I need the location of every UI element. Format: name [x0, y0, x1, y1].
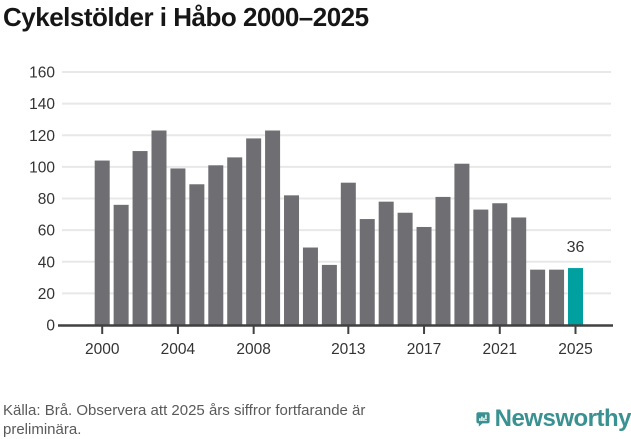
bar-2006	[208, 165, 224, 326]
x-tick-label-2004: 2004	[161, 341, 196, 358]
bar-chart: 2000 2004 2008 2013 2017 2021 2025 0 20 40 60 80 100…	[29, 65, 613, 358]
chart-title: Cykelstölder i Håbo 2000–2025	[3, 2, 369, 32]
y-tick-label-160: 160	[29, 65, 55, 82]
y-tick-label-100: 100	[29, 159, 55, 176]
y-tick-label-0: 0	[46, 318, 55, 335]
x-tick-label-2025: 2025	[558, 341, 592, 358]
x-tick-label-2008: 2008	[236, 341, 270, 358]
y-tick-label-60: 60	[38, 223, 56, 240]
x-tick-label-2000: 2000	[85, 341, 120, 358]
newsworthy-logo: Newsworthy	[476, 398, 631, 439]
source-note: Källa: Brå. Observera att 2025 års siffr…	[3, 401, 473, 439]
source-note-line1: Källa: Brå. Observera att 2025 års siffr…	[3, 402, 366, 419]
source-note-line2: preliminära.	[3, 421, 82, 438]
newsworthy-bubble-chart-icon	[476, 411, 490, 427]
bar-2013	[340, 182, 356, 326]
x-tick-label-2013: 2013	[331, 341, 365, 358]
y-tick-label-40: 40	[38, 254, 56, 271]
bar-2025	[568, 268, 583, 326]
bar-2019	[454, 163, 470, 326]
bar-2020	[473, 209, 489, 326]
bar-2004	[170, 168, 186, 326]
bar-2008	[246, 138, 262, 326]
bar-2002	[132, 151, 148, 326]
y-tick-label-80: 80	[38, 191, 56, 208]
bar-2007	[227, 157, 243, 326]
bar-2011	[302, 247, 318, 326]
y-tick-label-20: 20	[38, 286, 56, 303]
y-tick-label-140: 140	[29, 96, 55, 113]
highlight-value-label: 36	[567, 239, 585, 256]
bar-2003	[151, 130, 167, 326]
bar-2012	[321, 264, 337, 326]
bar-2024	[549, 269, 565, 326]
bar-2015	[378, 201, 394, 326]
bar-2018	[435, 196, 451, 326]
y-tick-label-120: 120	[29, 128, 55, 145]
bar-2014	[359, 219, 375, 326]
bar-2016	[397, 212, 413, 326]
bar-2010	[284, 195, 300, 326]
bar-2021	[492, 203, 508, 326]
bar-2009	[265, 130, 281, 326]
newsworthy-wordmark: Newsworthy	[494, 404, 631, 432]
x-tick-label-2017: 2017	[407, 341, 441, 358]
bar-2001	[113, 204, 129, 326]
bar-2017	[416, 226, 432, 326]
bar-2022	[511, 217, 527, 326]
bar-2000	[94, 160, 110, 326]
x-tick-label-2021: 2021	[483, 341, 517, 358]
bar-2005	[189, 184, 205, 326]
bar-2023	[530, 269, 546, 326]
